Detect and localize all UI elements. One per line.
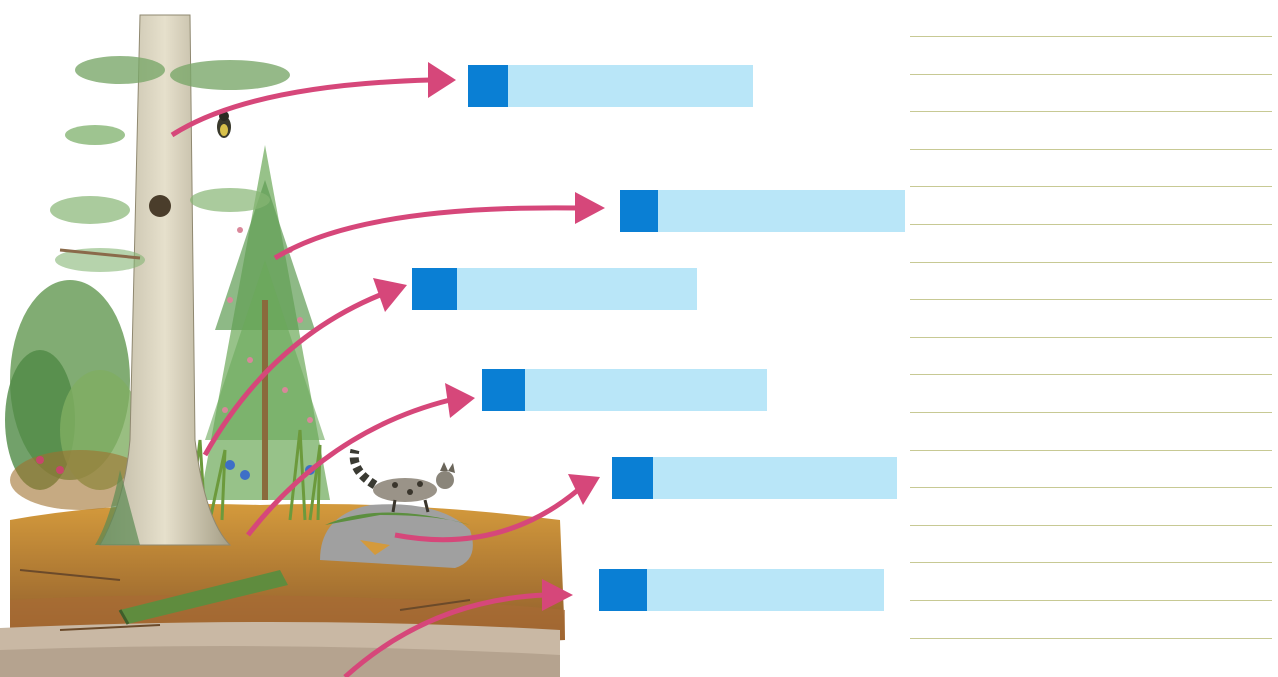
answer-line[interactable]	[910, 637, 1272, 639]
answer-line[interactable]	[910, 449, 1272, 451]
answer-line[interactable]	[910, 111, 1272, 113]
answer-line[interactable]	[910, 524, 1272, 526]
answer-line[interactable]	[910, 36, 1272, 37]
arrow-4	[246, 383, 475, 537]
arrow-3	[202, 278, 407, 457]
tree-hole	[149, 195, 171, 217]
label-marker	[620, 190, 658, 232]
label-marker	[468, 65, 508, 107]
label-marker	[482, 369, 525, 411]
answer-line[interactable]	[910, 374, 1272, 376]
label-box-6[interactable]	[599, 569, 884, 611]
grass-and-flowers	[36, 429, 322, 521]
label-box-3[interactable]	[412, 268, 697, 310]
answer-line[interactable]	[910, 336, 1272, 338]
twigs	[19, 569, 471, 631]
label-box-1[interactable]	[468, 65, 753, 107]
label-box-2[interactable]	[620, 190, 905, 232]
fallen-log	[118, 570, 288, 625]
answer-line[interactable]	[910, 299, 1272, 301]
answer-line[interactable]	[910, 73, 1272, 75]
answer-line[interactable]	[910, 224, 1272, 225]
label-marker	[412, 268, 457, 310]
answer-line[interactable]	[910, 487, 1272, 489]
answer-line[interactable]	[910, 186, 1272, 188]
bird	[217, 111, 231, 138]
answer-line[interactable]	[910, 412, 1272, 413]
answer-line[interactable]	[910, 600, 1272, 601]
answer-line[interactable]	[910, 261, 1272, 263]
arrow-1	[170, 62, 456, 138]
label-marker	[612, 457, 653, 499]
label-box-5[interactable]	[612, 457, 897, 499]
arrow-6	[343, 579, 573, 677]
pointer-arrows	[170, 62, 605, 677]
label-marker	[599, 569, 647, 611]
answer-line[interactable]	[910, 562, 1272, 564]
tree-canopy	[50, 56, 290, 272]
answer-line[interactable]	[910, 148, 1272, 150]
label-box-4[interactable]	[482, 369, 767, 411]
arrow-2	[273, 192, 605, 261]
tree-trunk	[95, 14, 232, 546]
genet-animal	[349, 448, 455, 513]
arrow-5	[394, 474, 600, 543]
forest-floor	[0, 504, 565, 677]
